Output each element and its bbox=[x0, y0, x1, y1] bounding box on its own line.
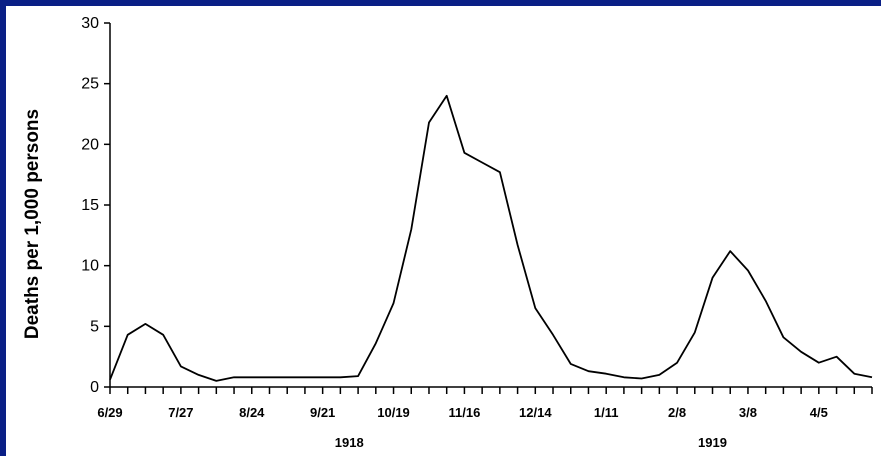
x-tick-label: 7/27 bbox=[168, 405, 193, 420]
x-tick-label: 12/14 bbox=[519, 405, 552, 420]
x-tick-label: 11/16 bbox=[449, 405, 481, 420]
y-axis: 0 5 10 15 20 25 30 bbox=[81, 15, 111, 396]
x-tick-label: 10/19 bbox=[377, 405, 410, 420]
x-ticks bbox=[109, 387, 873, 394]
x-tick-label: 3/8 bbox=[739, 405, 757, 420]
y-tick-label: 5 bbox=[90, 318, 99, 335]
y-tick-label: 0 bbox=[90, 379, 99, 396]
x-tick-labels: 6/29 7/27 8/24 9/21 10/19 11/16 12/14 1/11 2/8 3/… bbox=[97, 405, 828, 420]
x-axis: 6/29 7/27 8/24 9/21 10/19 11/16 12/14 1/11 2/8 3/… bbox=[97, 386, 873, 450]
y-ticks: 0 5 10 15 20 25 30 bbox=[81, 15, 110, 396]
y-axis-label: Deaths per 1,000 persons bbox=[22, 109, 43, 339]
x-tick-label: 9/21 bbox=[310, 405, 335, 420]
series-line bbox=[109, 94, 873, 382]
year-label: 1918 bbox=[335, 435, 364, 450]
x-tick-label: 1/11 bbox=[594, 405, 619, 420]
y-tick-label: 25 bbox=[81, 76, 99, 93]
y-tick-label: 20 bbox=[81, 136, 99, 153]
y-tick-label: 10 bbox=[81, 258, 99, 275]
x-tick-label: 8/24 bbox=[239, 405, 265, 420]
y-tick-label: 30 bbox=[81, 15, 99, 32]
year-label: 1919 bbox=[698, 435, 727, 450]
y-tick-label: 15 bbox=[81, 197, 99, 214]
mortality-line-chart: 0 5 10 15 20 25 30 6/29 7/27 8/24 9/21 10/19 11/16 1… bbox=[22, 15, 873, 450]
year-labels: 1918 1919 bbox=[335, 435, 727, 450]
x-tick-label: 2/8 bbox=[668, 405, 686, 420]
x-tick-label: 6/29 bbox=[97, 405, 122, 420]
chart-panel: 0 5 10 15 20 25 30 6/29 7/27 8/24 9/21 10/19 11/16 1… bbox=[6, 6, 881, 456]
x-tick-label: 4/5 bbox=[810, 405, 828, 420]
